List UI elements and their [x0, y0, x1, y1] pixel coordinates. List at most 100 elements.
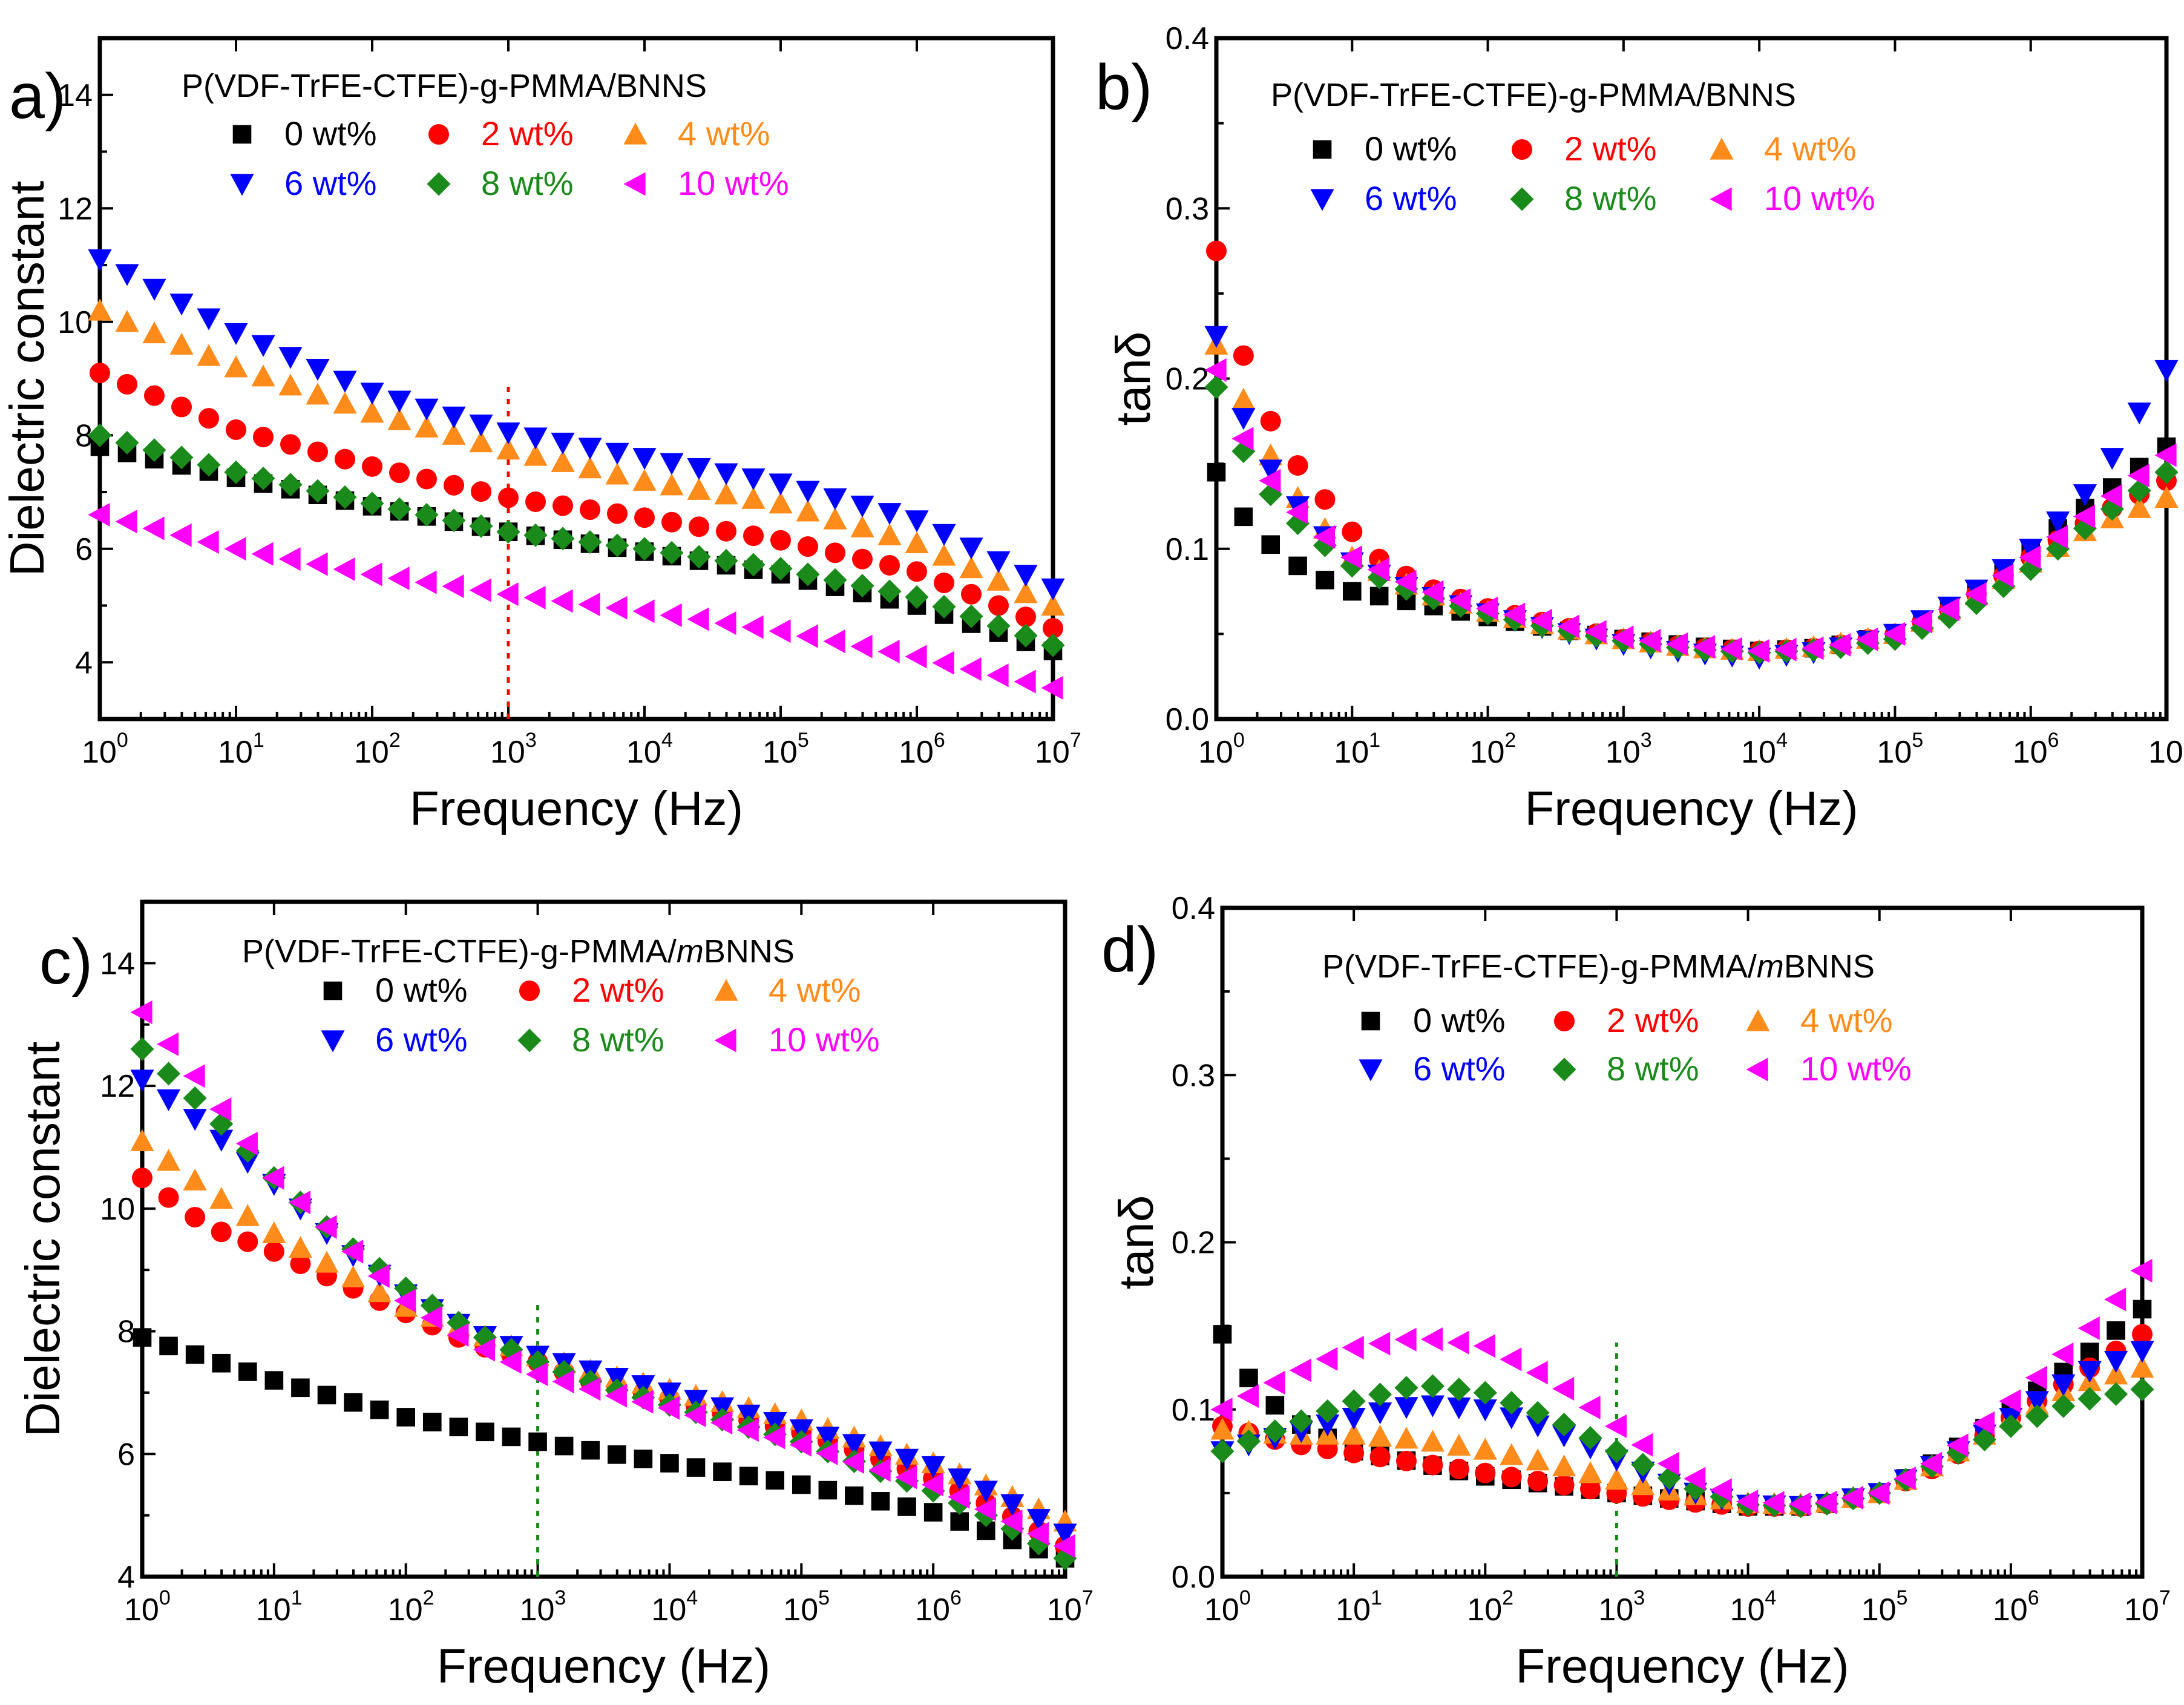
legend-marker	[1512, 139, 1532, 160]
data-point	[660, 473, 684, 496]
data-point	[741, 468, 766, 491]
data-point	[2133, 1299, 2152, 1319]
series-6wt	[130, 1069, 1077, 1546]
x-axis-title: Frequency (Hz)	[410, 781, 743, 835]
data-point	[209, 1129, 234, 1152]
data-point	[1014, 565, 1038, 587]
data-point	[959, 537, 983, 560]
legend-marker	[1710, 187, 1732, 211]
legend-marker	[1710, 137, 1734, 160]
data-point	[526, 1350, 550, 1374]
data-point	[142, 321, 166, 344]
data-point	[444, 475, 464, 496]
data-point	[1342, 1389, 1366, 1413]
data-point	[657, 1396, 680, 1420]
data-point	[2077, 1316, 2100, 1341]
data-point	[1014, 623, 1038, 648]
data-point	[1447, 1378, 1471, 1402]
data-point	[1041, 578, 1065, 600]
data-point	[1476, 596, 1498, 620]
data-point	[498, 487, 519, 508]
data-point	[1367, 565, 1391, 590]
data-point	[315, 1250, 339, 1273]
x-tick-label: 103	[490, 729, 537, 770]
x-tick-label: 102	[1467, 1586, 1513, 1628]
data-point	[905, 585, 929, 609]
data-point	[684, 1403, 706, 1427]
data-point	[796, 481, 820, 503]
data-point	[961, 583, 982, 605]
data-point	[2104, 1351, 2128, 1373]
data-point	[769, 557, 793, 581]
data-point	[660, 1454, 679, 1473]
data-point	[2077, 1387, 2102, 1411]
data-point	[1992, 574, 2016, 599]
data-point	[1342, 1407, 1366, 1430]
data-point	[2077, 1361, 2102, 1383]
data-point	[905, 645, 927, 669]
data-point	[763, 1425, 785, 1450]
data-point	[1261, 535, 1281, 554]
data-point	[212, 1353, 231, 1373]
data-point	[1210, 1439, 1235, 1464]
data-point	[551, 432, 575, 455]
x-tick-label: 106	[2013, 729, 2059, 770]
data-point	[442, 406, 466, 429]
data-point	[1920, 1451, 1943, 1476]
data-point	[317, 1385, 336, 1405]
data-point	[1367, 557, 1389, 582]
data-point	[288, 1191, 311, 1215]
data-point	[1000, 1510, 1023, 1534]
data-point	[224, 537, 246, 561]
x-axis-title: Frequency (Hz)	[1524, 781, 1858, 835]
data-point	[1720, 637, 1742, 661]
plot-frame	[1214, 36, 2169, 721]
data-point	[1041, 593, 1065, 616]
data-point	[1999, 1389, 2021, 1413]
data-point	[1313, 533, 1337, 557]
data-point	[88, 423, 112, 447]
data-point	[2127, 479, 2151, 503]
data-point	[660, 603, 682, 627]
data-point	[552, 1370, 574, 1394]
data-point	[523, 427, 548, 450]
data-point	[523, 444, 548, 466]
data-point	[2130, 1341, 2154, 1363]
data-point	[1527, 1470, 1549, 1491]
data-point	[235, 1131, 258, 1155]
data-point	[1368, 1332, 1391, 1356]
data-point	[2025, 1404, 2049, 1428]
legend: 0 wt% 2 wt% 4 wt% 6 wt% 8 wt% 10 wt%	[321, 971, 880, 1059]
data-point	[1774, 637, 1797, 662]
data-point	[743, 525, 764, 547]
data-point	[291, 1378, 310, 1398]
data-point	[1265, 1396, 1285, 1415]
data-point	[2104, 1362, 2128, 1385]
data-point	[2025, 1391, 2049, 1413]
data-point	[144, 385, 165, 406]
data-point	[2025, 1365, 2047, 1390]
legend-marker	[230, 174, 254, 196]
data-point	[1340, 545, 1362, 570]
data-point	[1206, 240, 1227, 261]
y-tick-label: 6	[117, 1437, 135, 1472]
data-point	[226, 419, 246, 440]
legend-label: 8 wt%	[481, 164, 574, 202]
data-point	[526, 1362, 548, 1387]
data-point	[2127, 496, 2151, 518]
y-tick-label: 0.0	[1172, 1560, 1215, 1595]
data-point	[1946, 1433, 1969, 1457]
legend-marker	[519, 981, 540, 1001]
data-point	[1815, 1490, 1837, 1514]
data-point	[661, 511, 682, 533]
data-point	[1631, 1453, 1655, 1477]
data-point	[2154, 360, 2179, 382]
legend-label: 6 wt%	[284, 164, 377, 202]
x-tick-label: 106	[1993, 1586, 2039, 1628]
data-point	[769, 491, 793, 514]
data-point	[1394, 570, 1417, 594]
x-axis-title: Frequency (Hz)	[1515, 1639, 1849, 1693]
data-point	[686, 1458, 706, 1477]
data-point	[341, 1240, 364, 1264]
data-point	[974, 1480, 998, 1503]
